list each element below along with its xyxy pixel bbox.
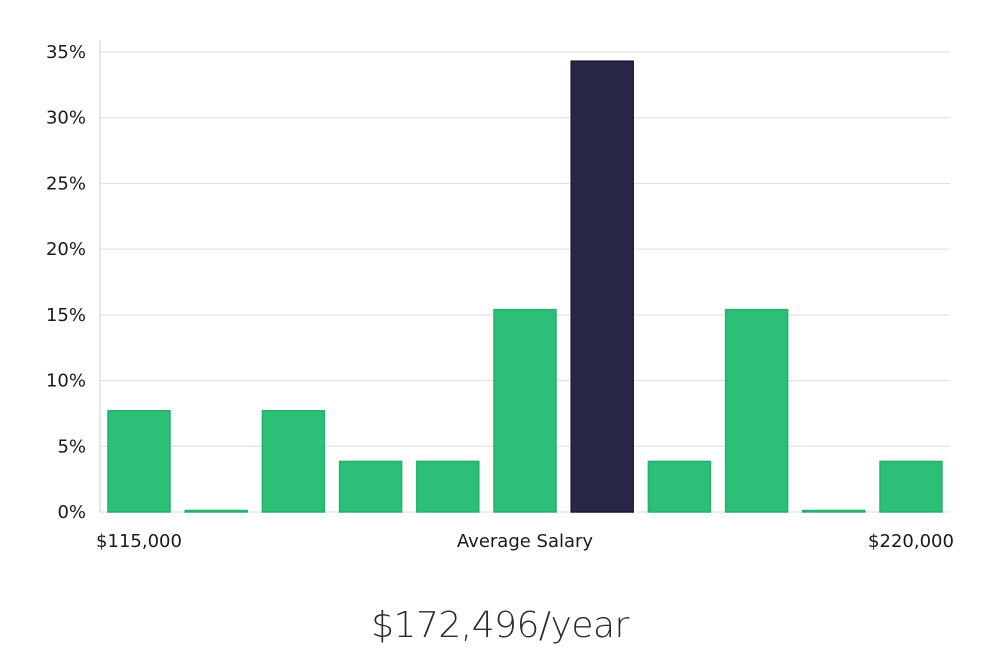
y-tick-label: 0% xyxy=(57,502,86,523)
y-tick-label: 35% xyxy=(46,42,86,63)
y-tick-label: 20% xyxy=(46,239,86,260)
x-min-label: $115,000 xyxy=(96,531,182,552)
y-tick-label: 15% xyxy=(46,305,86,326)
histogram-bar xyxy=(261,410,326,513)
histogram-bar xyxy=(107,410,171,513)
histogram-bar xyxy=(493,308,557,513)
histogram-chart: $115,000 Average Salary $220,000 0% 5% 10%… xyxy=(46,40,954,552)
histogram-bar xyxy=(338,460,403,513)
x-max-label: $220,000 xyxy=(868,531,954,552)
y-tick-label: 30% xyxy=(46,108,86,129)
axis-layer: $115,000 Average Salary $220,000 xyxy=(96,40,954,552)
histogram-bar xyxy=(416,460,480,513)
x-axis-title: Average Salary xyxy=(457,531,594,552)
y-tick-label: 10% xyxy=(46,371,86,392)
average-salary-value: $172,496/year xyxy=(371,605,629,646)
y-tick-label: 25% xyxy=(46,173,86,194)
bar-layer xyxy=(107,60,943,513)
histogram-bar-highlighted xyxy=(570,60,634,513)
histogram-bar xyxy=(647,460,712,513)
histogram-bar xyxy=(879,460,943,513)
histogram-bar xyxy=(184,509,248,513)
histogram-bar xyxy=(802,509,866,513)
ytick-layer: 0% 5% 10% 15% 20% 25% 30% 35% xyxy=(46,42,86,523)
y-tick-label: 5% xyxy=(57,436,86,457)
histogram-bar xyxy=(724,308,789,513)
